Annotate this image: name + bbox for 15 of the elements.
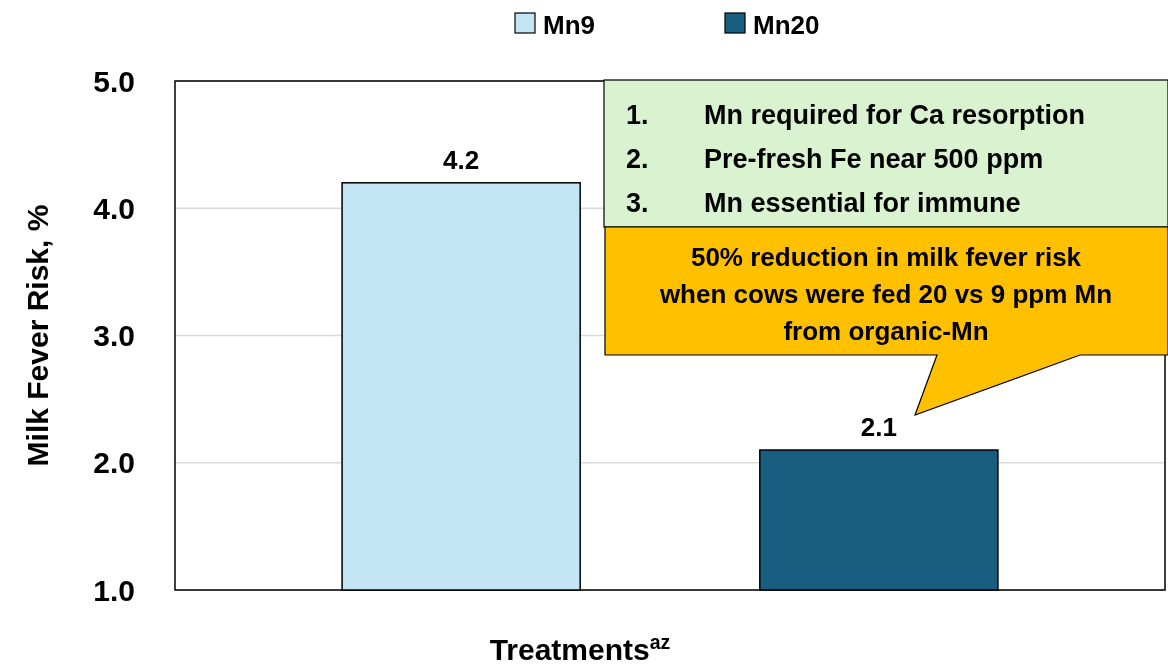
legend-label: Mn20 xyxy=(753,10,820,41)
annotation: 50% reduction in milk fever risk when cows were fed 20 vs 9 ppm Mn from organic-Mn xyxy=(658,242,1113,346)
x-axis-title: Treatments$^{az}$ xyxy=(489,631,671,666)
legend-label: Mn9 xyxy=(543,10,595,41)
y-axis-title: Milk Fever Risk, % xyxy=(21,204,54,467)
data-label: 4.2 xyxy=(443,144,480,175)
text: 2. Pre-fresh Fe near 500 ppm xyxy=(626,144,1044,174)
y-tick-label: 3.0 xyxy=(93,319,135,352)
y-tick-label: 5.0 xyxy=(93,64,135,98)
y-tick-label: 4.0 xyxy=(93,191,135,225)
text: 3. Mn essential for immune xyxy=(626,188,1021,218)
data-label: 2.1 xyxy=(860,412,897,443)
y-tick-label: 1.0 xyxy=(93,573,135,607)
y-tick-label: 2.0 xyxy=(93,446,135,480)
text: 1. Mn required for Ca resorption xyxy=(626,100,1086,130)
